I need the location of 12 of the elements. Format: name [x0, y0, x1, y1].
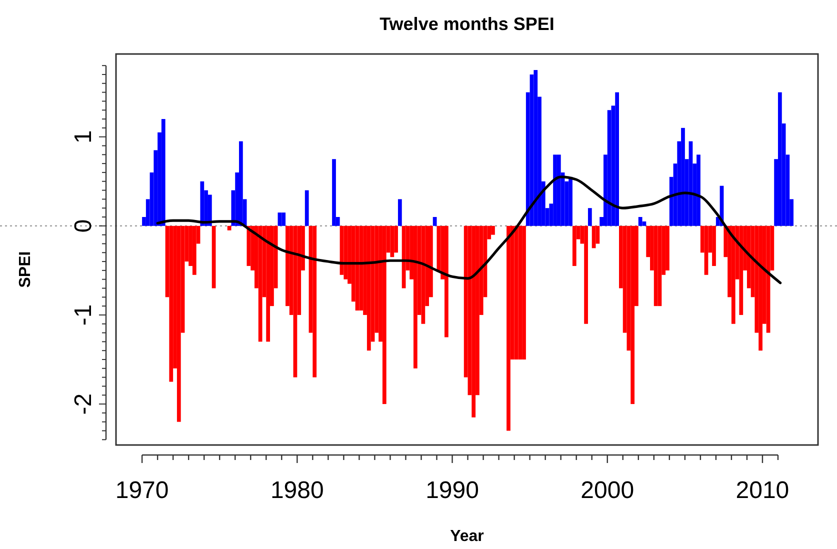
y-tick-label: -2 — [70, 393, 97, 415]
x-axis-title: Year — [450, 528, 484, 545]
x-tick-label: 1970 — [115, 477, 169, 504]
x-tick-label: 1990 — [426, 477, 479, 504]
y-tick-label: 1 — [70, 130, 97, 144]
y-axis-title: SPEI — [17, 251, 34, 288]
y-tick-label: 0 — [70, 219, 97, 233]
x-tick-label: 2010 — [736, 477, 790, 504]
x-tick-label: 1980 — [270, 477, 324, 504]
y-tick-label: -1 — [70, 304, 97, 326]
x-tick-label: 2000 — [580, 477, 634, 504]
chart-title: Twelve months SPEI — [380, 14, 554, 34]
